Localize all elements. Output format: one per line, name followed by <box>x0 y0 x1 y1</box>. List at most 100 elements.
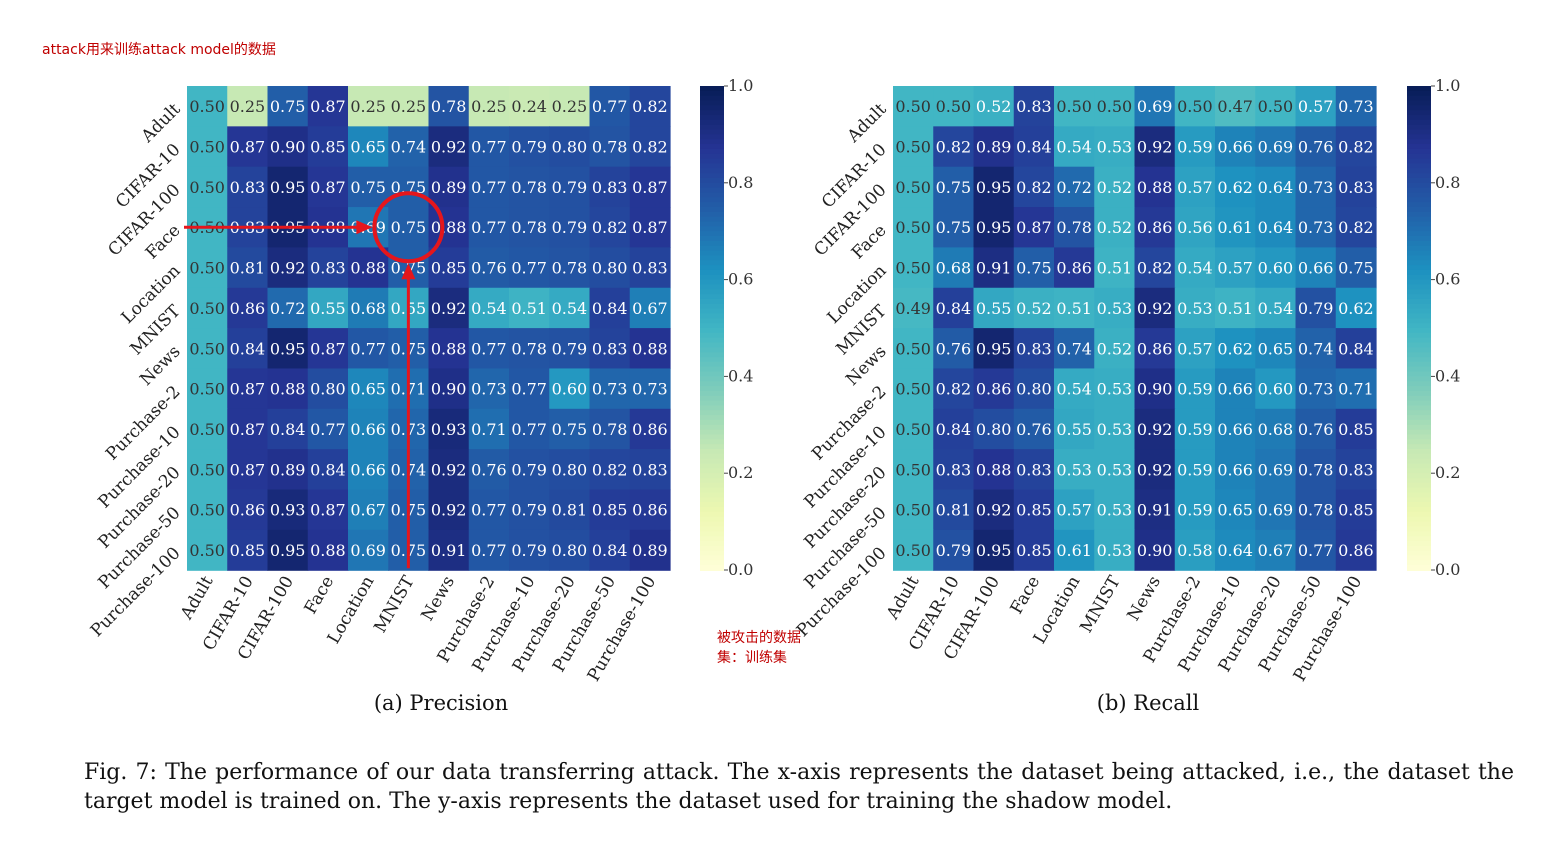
heatmap-cell <box>509 529 550 571</box>
cell-value-label: 0.50 <box>895 460 931 479</box>
heatmap-cell <box>629 126 671 168</box>
arrow-head <box>401 263 416 280</box>
colorbar-tick-label: 0.4 <box>728 366 753 385</box>
colorbar-segment <box>1407 226 1431 233</box>
cell-value-label: 0.77 <box>471 178 507 197</box>
colorbar-segment <box>1407 105 1431 112</box>
cell-value-label: 0.50 <box>895 218 931 237</box>
cell-value-label: 0.92 <box>1137 299 1173 318</box>
heatmap-cell <box>509 207 550 248</box>
cell-value-label: 0.83 <box>1016 97 1052 116</box>
heatmap-cell <box>1013 207 1055 248</box>
heatmap-cell <box>1174 328 1216 370</box>
colorbar-segment <box>1407 478 1431 484</box>
cell-value-label: 0.73 <box>632 380 668 399</box>
heatmap-cell <box>1134 328 1176 370</box>
colorbar-segment <box>1407 95 1431 102</box>
heatmap-cell <box>1054 287 1095 329</box>
colorbar-segment <box>1407 497 1431 504</box>
heatmap-cell <box>267 287 309 329</box>
colorbar-segment <box>700 487 724 494</box>
cell-value-label: 0.83 <box>632 259 668 278</box>
heatmap-cell <box>187 166 228 208</box>
heatmap-cell <box>973 368 1015 410</box>
heatmap-cell <box>933 126 975 168</box>
colorbar-segment <box>1407 129 1431 136</box>
cell-value-label: 0.86 <box>1338 541 1374 560</box>
cell-value-label: 0.50 <box>189 339 225 358</box>
cell-value-label: 0.76 <box>1298 138 1334 157</box>
cell-value-label: 0.86 <box>1056 259 1092 278</box>
heatmap-cell <box>893 328 934 370</box>
cell-value-label: 0.90 <box>1137 541 1173 560</box>
heatmap-cell <box>973 86 1015 127</box>
cell-value-label: 0.95 <box>976 541 1012 560</box>
cell-value-label: 0.80 <box>552 460 588 479</box>
colorbar-segment <box>1407 536 1431 542</box>
cell-value-label: 0.90 <box>270 138 306 157</box>
colorbar-segment <box>700 497 724 504</box>
cell-value-label: 0.51 <box>1056 299 1092 318</box>
cell-value-label: 0.86 <box>1137 339 1173 358</box>
heatmap-cell <box>1215 207 1256 248</box>
heatmap-cell <box>1013 328 1055 370</box>
cell-value-label: 0.76 <box>1016 420 1052 439</box>
colorbar-tick-label: 0.2 <box>728 463 753 482</box>
heatmap-cell <box>1335 287 1377 329</box>
colorbar-segment <box>700 245 724 252</box>
colorbar-segment <box>700 134 724 141</box>
cell-value-label: 0.50 <box>189 460 225 479</box>
x-tick-label: MNIST <box>370 572 419 636</box>
colorbar-segment <box>700 536 724 542</box>
heatmap-cell <box>933 449 975 491</box>
heatmap-cell <box>468 368 510 410</box>
cell-value-label: 0.50 <box>895 541 931 560</box>
heatmap-cell <box>1094 207 1136 248</box>
colorbar-segment <box>700 129 724 136</box>
colorbar-segment <box>1407 415 1431 421</box>
cell-value-label: 0.92 <box>976 501 1012 520</box>
x-tick-label: News <box>418 573 459 625</box>
heatmap-cell <box>933 247 975 289</box>
heatmap-cell <box>589 126 631 168</box>
cell-value-label: 0.54 <box>1177 259 1213 278</box>
cell-value-label: 0.50 <box>189 178 225 197</box>
cell-value-label: 0.67 <box>632 299 668 318</box>
heatmap-cell <box>388 86 430 127</box>
cell-value-label: 0.88 <box>632 339 668 358</box>
heatmap-cell <box>1295 126 1337 168</box>
heatmap-cell <box>1013 368 1055 410</box>
cell-value-label: 0.87 <box>230 380 266 399</box>
cell-value-label: 0.78 <box>552 259 588 278</box>
colorbar-tick-label: 0.6 <box>1435 270 1460 289</box>
colorbar-segment <box>1407 274 1431 281</box>
cell-value-label: 0.57 <box>1217 259 1253 278</box>
cell-value-label: 0.52 <box>1097 218 1133 237</box>
heatmap-cell <box>428 408 470 450</box>
cell-value-label: 0.95 <box>976 339 1012 358</box>
heatmap-cell <box>1174 247 1216 289</box>
colorbar-segment <box>700 415 724 421</box>
colorbar-segment <box>1407 531 1431 538</box>
colorbar-segment <box>700 560 724 567</box>
cell-value-label: 0.79 <box>936 541 972 560</box>
cell-value-label: 0.52 <box>1016 299 1052 318</box>
colorbar-segment <box>1407 468 1431 475</box>
colorbar-segment <box>1407 550 1431 557</box>
cell-value-label: 0.56 <box>1177 218 1213 237</box>
cell-value-label: 0.75 <box>391 178 427 197</box>
cell-value-label: 0.50 <box>189 541 225 560</box>
x-tick-label: Face <box>1007 573 1045 618</box>
heatmap-cell <box>1094 328 1136 370</box>
cell-value-label: 0.72 <box>270 299 306 318</box>
heatmap-cell <box>1295 247 1337 289</box>
cell-value-label: 0.51 <box>511 299 547 318</box>
heatmap-cell <box>1295 287 1337 329</box>
cell-value-label: 0.71 <box>1338 380 1374 399</box>
heatmap-cell <box>933 489 975 531</box>
cell-value-label: 0.55 <box>310 299 346 318</box>
cell-value-label: 0.50 <box>189 380 225 399</box>
colorbar-segment <box>700 555 724 562</box>
colorbar-segment <box>700 376 724 383</box>
heatmap-cell <box>1295 166 1337 208</box>
